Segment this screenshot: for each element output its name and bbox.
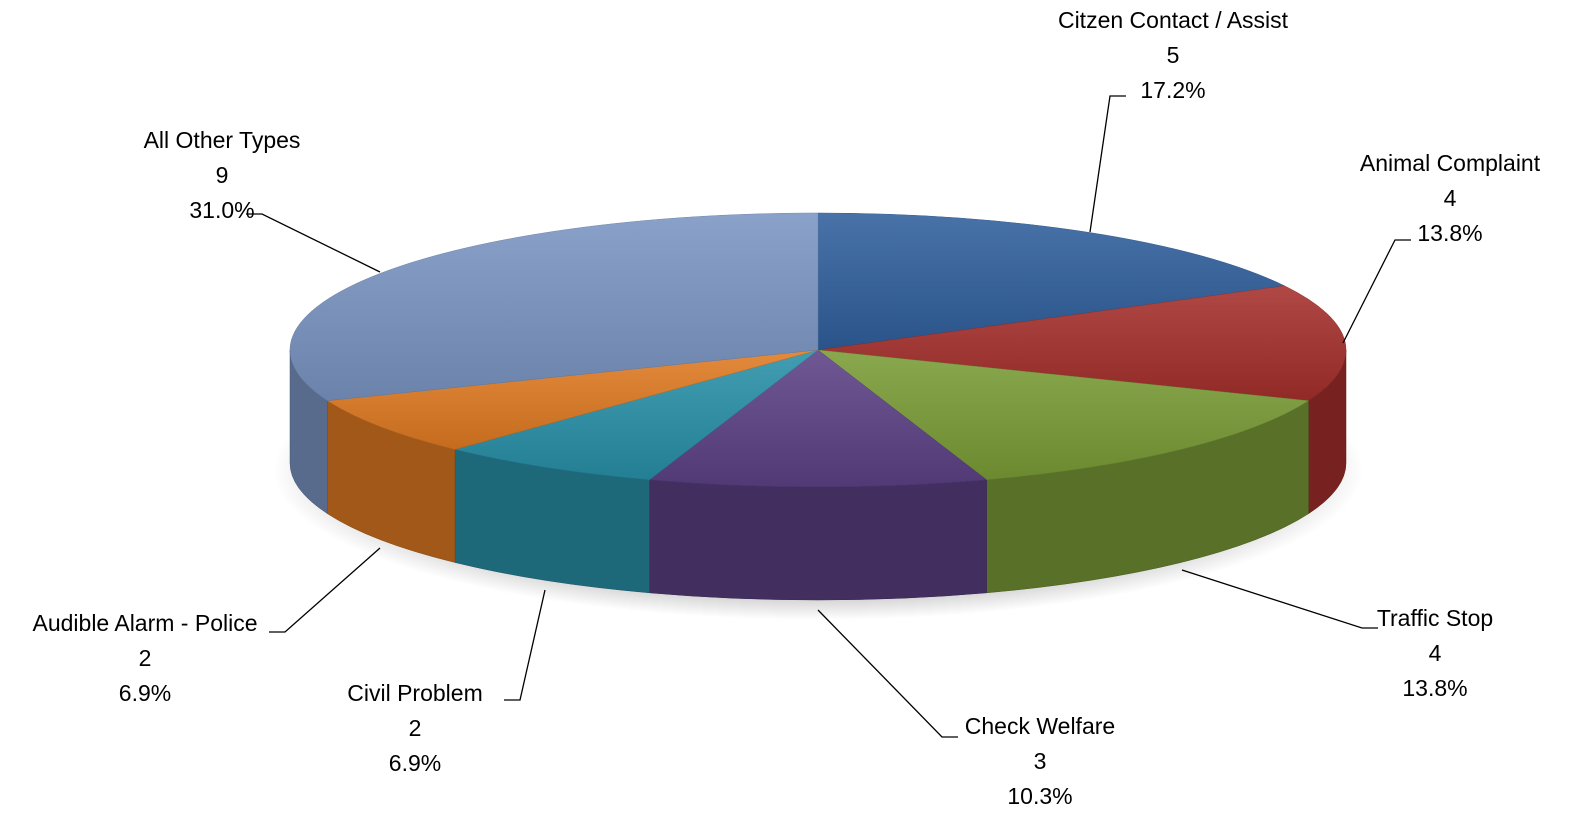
slice-sheen	[818, 350, 1309, 480]
leader-line	[1089, 95, 1126, 233]
slice-sheen	[818, 285, 1346, 401]
slice-sheen	[649, 350, 987, 487]
slice-label-value: 2	[139, 645, 152, 671]
slice-label-percent: 17.2%	[1140, 77, 1205, 103]
slice-label-name: All Other Types	[144, 127, 301, 153]
slice-label-percent: 6.9%	[119, 680, 171, 706]
slice-label-name: Citzen Contact / Assist	[1058, 7, 1289, 33]
leader-line	[269, 547, 381, 633]
slice-label-value: 4	[1429, 640, 1442, 666]
slice-label-value: 9	[216, 162, 229, 188]
slice-sheen	[290, 213, 818, 401]
leader-line	[1181, 569, 1378, 629]
slice-label-value: 5	[1167, 42, 1180, 68]
slice-label-percent: 10.3%	[1007, 783, 1072, 809]
slice-sheen	[818, 213, 1285, 350]
slice-sheen	[327, 350, 818, 450]
pie-tops	[289, 212, 1347, 488]
slice-label-percent: 13.8%	[1417, 220, 1482, 246]
slice-label-name: Animal Complaint	[1360, 150, 1541, 176]
slice-label-value: 2	[409, 715, 422, 741]
slice-label-value: 4	[1444, 185, 1457, 211]
slice-label-name: Audible Alarm - Police	[33, 610, 258, 636]
slice-label-percent: 6.9%	[389, 750, 441, 776]
slice-side	[649, 479, 987, 601]
leader-line	[504, 589, 546, 701]
slice-sheen	[454, 350, 818, 480]
slice-label-name: Civil Problem	[347, 680, 482, 706]
leader-line	[246, 213, 381, 273]
slice-label-percent: 13.8%	[1402, 675, 1467, 701]
slice-label-percent: 31.0%	[189, 197, 254, 223]
leader-line	[817, 609, 958, 738]
slice-label-name: Check Welfare	[965, 713, 1115, 739]
pie-labels: Citzen Contact / Assist 5 17.2% Animal Comp…	[33, 7, 1541, 809]
slice-label-value: 3	[1034, 748, 1047, 774]
slice-label-name: Traffic Stop	[1377, 605, 1493, 631]
leader-line	[1342, 239, 1411, 344]
